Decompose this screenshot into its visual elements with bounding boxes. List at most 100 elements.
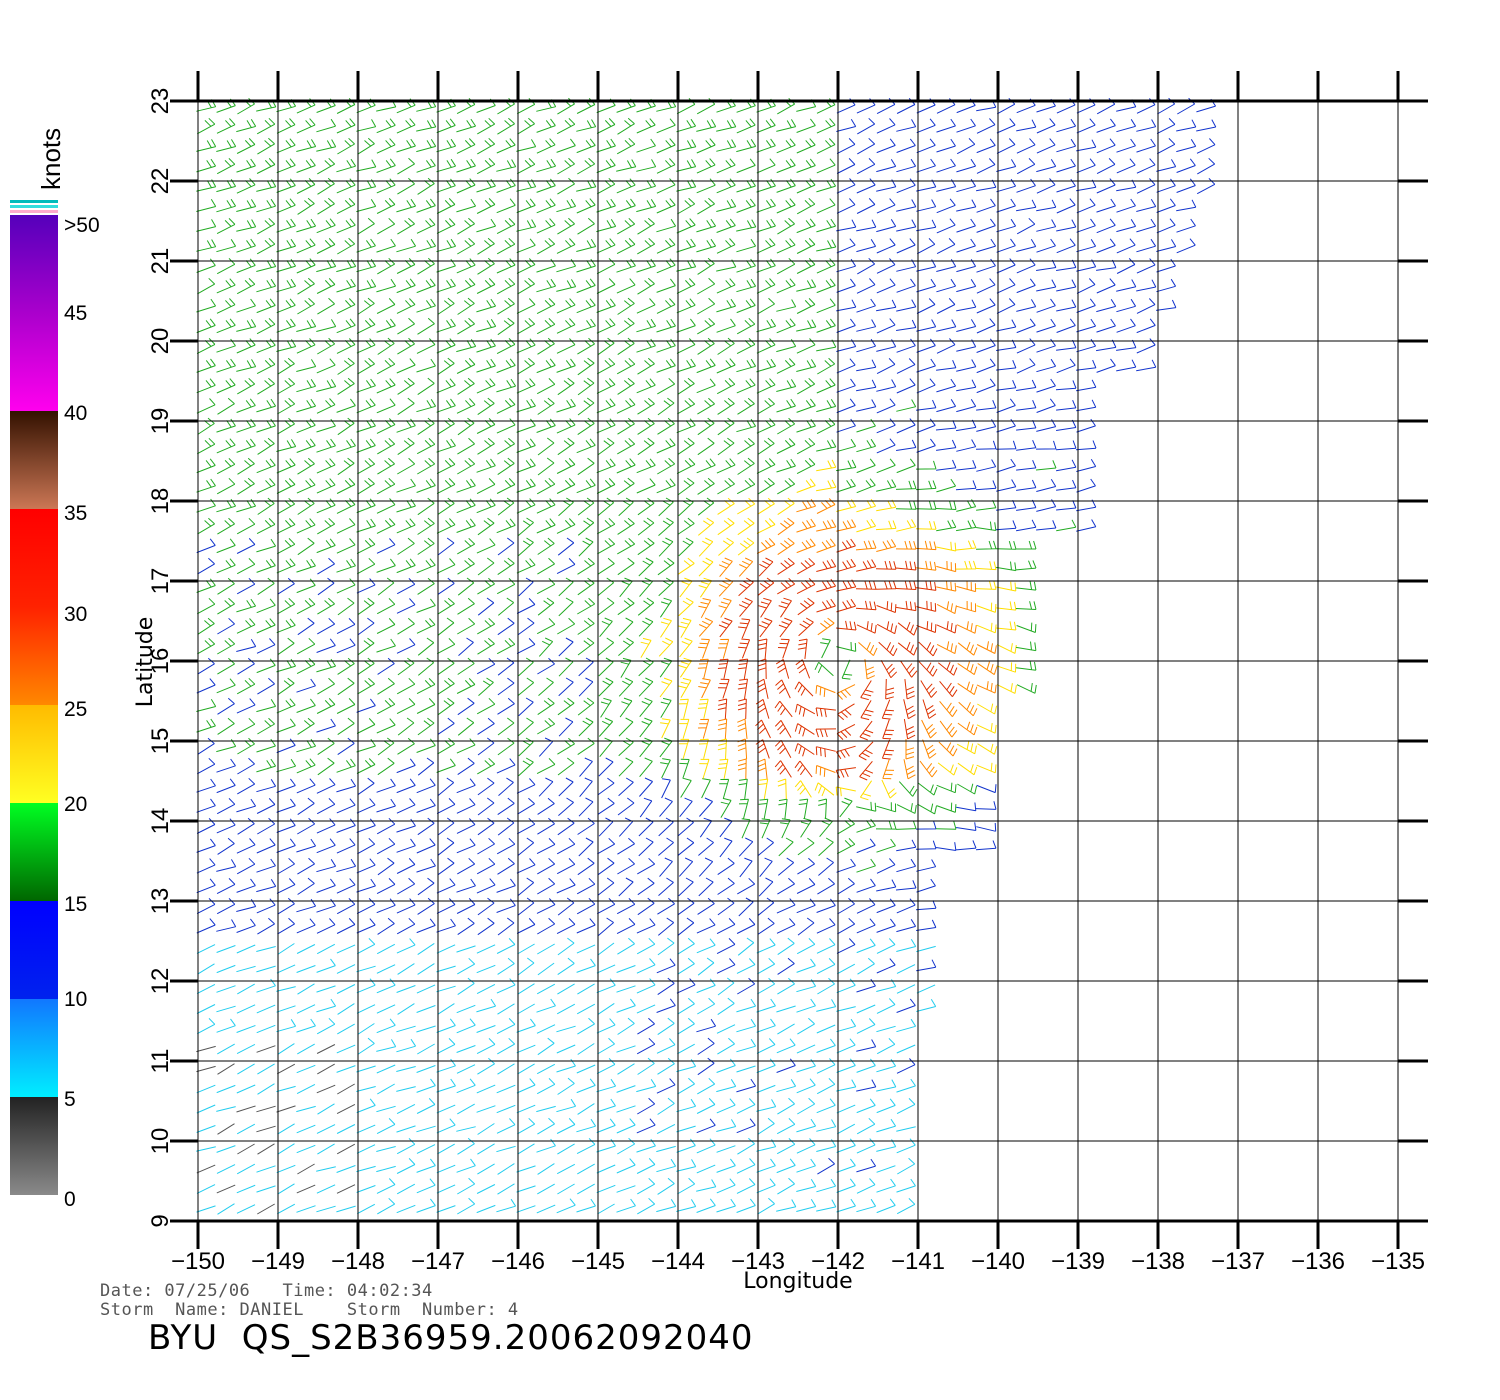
wind-barb: [596, 1118, 616, 1134]
wind-barb: [956, 158, 977, 173]
wind-barb: [1016, 641, 1037, 652]
wind-barb: [456, 1064, 476, 1074]
wind-barb: [436, 1038, 456, 1055]
wind-barb: [456, 838, 476, 854]
wind-barb: [196, 1004, 216, 1014]
wind-barb: [556, 1003, 576, 1015]
wind-barb: [616, 1045, 636, 1053]
wind-barb: [718, 557, 733, 578]
wind-barb: [876, 958, 896, 974]
wind-barb: [816, 1024, 836, 1034]
wind-barb: [396, 798, 416, 814]
wind-barb: [855, 600, 877, 611]
wind-barb: [517, 1063, 535, 1075]
wind-barb: [376, 638, 396, 653]
wind-barb: [859, 780, 873, 801]
wind-barb: [836, 938, 856, 954]
wind-barb: [856, 178, 876, 194]
wind-barb: [376, 698, 396, 715]
wind-barb: [916, 959, 937, 972]
wind-barb: [836, 119, 857, 132]
wind-barb: [456, 518, 476, 533]
wind-barb: [336, 798, 356, 814]
wind-barb: [616, 398, 636, 414]
wind-barb: [556, 518, 576, 534]
wind-barb: [496, 159, 517, 172]
wind-barb: [516, 918, 536, 934]
x-tick-label: −146: [491, 1248, 545, 1275]
wind-barb: [516, 558, 536, 574]
wind-barb: [357, 1037, 375, 1055]
wind-barb: [196, 199, 217, 212]
wind-barb: [317, 1063, 335, 1075]
wind-barb: [839, 797, 853, 818]
x-tick-label: −150: [171, 1248, 225, 1275]
wind-barb: [957, 641, 978, 656]
wind-barb: [776, 1058, 796, 1073]
wind-barb: [996, 298, 1016, 314]
wind-barb: [576, 478, 596, 494]
wind-barb: [516, 198, 536, 214]
wind-barb: [236, 598, 257, 613]
wind-barb: [536, 158, 557, 173]
wind-barb: [596, 398, 616, 414]
wind-barb: [758, 617, 773, 638]
wind-barb: [696, 1179, 717, 1192]
wind-barb: [856, 858, 876, 873]
wind-barb: [737, 457, 755, 475]
wind-barb: [617, 537, 636, 555]
wind-barb: [916, 238, 936, 255]
wind-barb: [916, 600, 937, 612]
wind-barb: [677, 557, 695, 576]
wind-barb: [476, 338, 496, 353]
wind-barb: [596, 978, 616, 994]
wind-barb: [816, 1178, 837, 1193]
wind-barb: [516, 1185, 536, 1193]
wind-barb: [856, 458, 876, 474]
wind-barb: [558, 717, 574, 737]
wind-barb: [976, 138, 996, 154]
wind-barb: [316, 458, 336, 474]
colorbar-cap-top: [10, 200, 58, 203]
wind-barb: [976, 338, 996, 353]
wind-barb: [436, 985, 456, 993]
wind-barb: [736, 1158, 756, 1174]
wind-barb: [538, 777, 554, 797]
wind-barb: [617, 937, 635, 955]
wind-barb: [774, 720, 792, 738]
wind-barb: [916, 399, 937, 411]
wind-barb: [896, 1178, 916, 1193]
wind-barb: [536, 378, 556, 395]
wind-barb: [336, 1044, 356, 1054]
wind-barb: [396, 1125, 416, 1133]
wind-barb: [356, 279, 377, 292]
wind-barb: [698, 857, 714, 877]
wind-barb: [436, 1205, 456, 1213]
wind-barb: [456, 818, 476, 834]
wind-barb: [856, 498, 877, 513]
wind-barb: [236, 1163, 256, 1175]
wind-barb: [276, 718, 296, 733]
wind-barb: [996, 621, 1017, 631]
wind-barb: [217, 1123, 235, 1135]
wind-barb: [996, 319, 1017, 332]
wind-barb: [956, 259, 977, 273]
wind-barb: [1076, 359, 1097, 371]
wind-barb: [896, 1018, 917, 1033]
wind-barb: [516, 418, 536, 433]
wind-barb: [796, 498, 817, 513]
wind-barb: [356, 698, 376, 713]
wind-barb: [337, 717, 355, 736]
wind-barb: [518, 657, 534, 677]
wind-barb: [357, 357, 375, 375]
wind-barb: [836, 198, 856, 214]
wind-barb: [697, 957, 715, 976]
wind-barb: [796, 338, 816, 354]
y-tick-label: 18: [147, 488, 174, 515]
wind-barb: [915, 480, 937, 491]
wind-barb: [296, 578, 316, 594]
wind-barb: [836, 438, 857, 453]
wind-barb: [864, 659, 875, 680]
wind-barb: [577, 597, 596, 615]
wind-barb: [337, 237, 356, 255]
